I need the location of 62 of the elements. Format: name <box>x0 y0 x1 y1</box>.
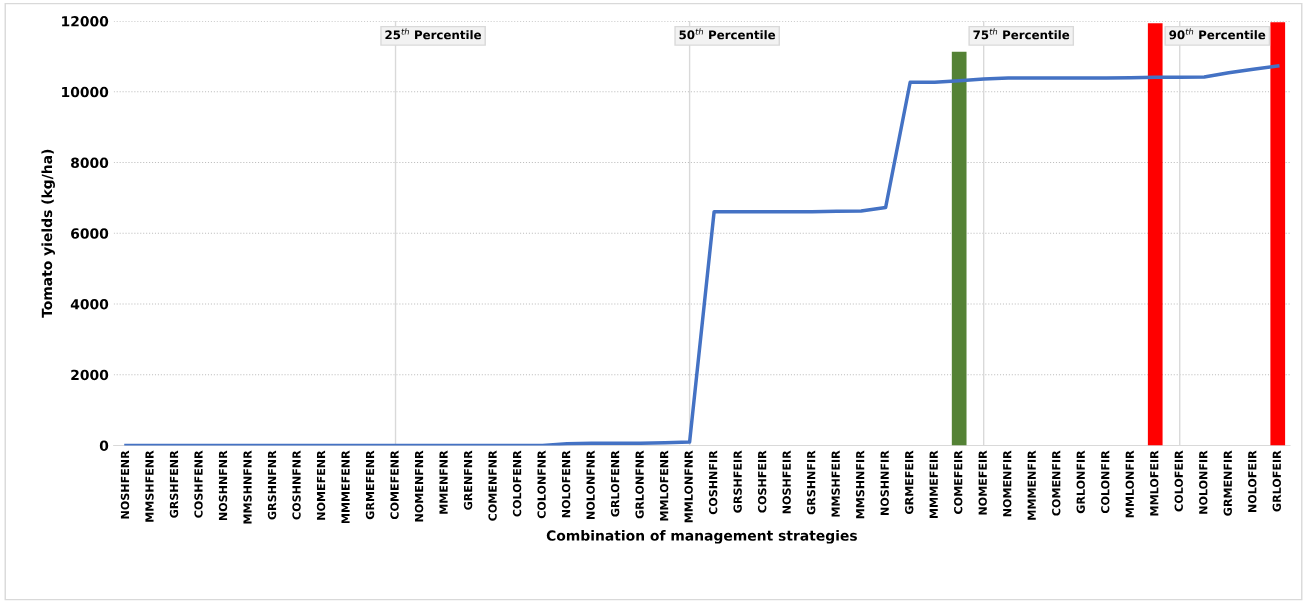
y-tick-label: 8000 <box>71 157 109 169</box>
x-tick-label: NOSHFEIR <box>782 450 791 514</box>
x-tick-label: GRMEFENR <box>365 450 375 520</box>
x-tick-label: COMEFEIR <box>953 450 963 514</box>
x-tick-label: COSHNFNR <box>292 450 301 520</box>
x-tick-label: GRMEFEIR <box>904 450 914 514</box>
x-tick-label: NOMENFNR <box>414 450 424 522</box>
x-tick-label: COLONFIR <box>1101 450 1110 514</box>
x-tick-label: GRLONFIR <box>1076 450 1085 514</box>
x-tick-label: COMENFIR <box>1052 450 1061 516</box>
x-tick-label: MMLOFEIR <box>1150 450 1159 516</box>
line-series <box>124 64 1280 446</box>
y-tick-label: 2000 <box>71 369 109 381</box>
x-tick-label: COSHFENR <box>194 450 203 518</box>
x-tick-label: MMSHNFIR <box>855 450 865 519</box>
x-tick-label: COLOFEIR <box>1174 450 1183 512</box>
x-tick-label: COSHNFIR <box>708 450 718 515</box>
x-tick-label: COLONFNR <box>537 450 546 519</box>
x-tick-label: GRSHNFIR <box>806 450 816 515</box>
x-tick-label: MMMEFENR <box>341 450 350 524</box>
ref-line-label: 90$^{th}$ Percentile <box>1169 28 1266 40</box>
x-tick-label: NOMENFIR <box>1003 450 1012 517</box>
x-tick-label: GRMENFIR <box>1223 450 1232 516</box>
x-tick-label: COMENFNR <box>488 450 497 521</box>
x-tick-label: NOSHNFIR <box>880 450 889 515</box>
x-tick-label: COSHFEIR <box>757 450 767 513</box>
ref-line-label: 50$^{th}$ Percentile <box>679 28 776 40</box>
x-tick-label: NOMEFEIR <box>978 450 987 515</box>
x-tick-label: GRLOFENR <box>610 450 620 517</box>
x-tick-label: MMMEFEIR <box>929 450 938 518</box>
x-tick-label: NOMEFENR <box>316 450 326 520</box>
x-tick-label: MMLONFIR <box>1125 450 1134 518</box>
y-tick-label: 0 <box>99 440 109 451</box>
y-tick-label: 12000 <box>62 16 109 27</box>
x-tick-label: MMSHFEIR <box>831 450 840 517</box>
x-tick-label: GRLONFNR <box>635 450 644 519</box>
x-tick-label: NOSHFENR <box>120 450 130 519</box>
x-tick-label: NOLONFNR <box>586 450 595 519</box>
y-tick-label: 6000 <box>71 228 109 239</box>
x-tick-label: MMSHNFNR <box>243 450 252 524</box>
y-axis-title: Tomato yields (kg/ha) <box>41 149 55 318</box>
x-tick-label: GRENFNR <box>463 450 473 510</box>
x-axis-title: Combination of management strategies <box>546 530 857 544</box>
x-tick-label: NOLOFENR <box>561 450 571 518</box>
x-tick-label: NOSHNFNR <box>218 450 228 521</box>
x-tick-label: COLOFENR <box>512 450 522 517</box>
x-tick-label: NOLONFIR <box>1199 450 1208 514</box>
x-tick-label: MMMENFIR <box>1027 450 1036 520</box>
ref-line-label: 75$^{th}$ Percentile <box>973 28 1070 40</box>
x-tick-label: MMLONFNR <box>684 450 693 523</box>
x-tick-label: MMENFNR <box>439 450 448 514</box>
x-tick-label: GRSHFENR <box>169 450 179 518</box>
y-tick-label: 10000 <box>62 86 109 98</box>
x-tick-label: COMEFENR <box>390 450 399 520</box>
x-tick-label: GRSHFEIR <box>733 450 742 513</box>
x-tick-label: MMLOFENR <box>659 450 669 521</box>
x-tick-label: GRSHNFNR <box>267 450 277 520</box>
ref-line-label: 25$^{th}$ Percentile <box>385 28 482 40</box>
x-tick-label: MMSHFENR <box>145 450 154 522</box>
x-tick-label: GRLOFEIR <box>1272 450 1281 512</box>
y-tick-label: 4000 <box>70 298 109 310</box>
x-tick-label: NOLOFEIR <box>1248 450 1257 513</box>
